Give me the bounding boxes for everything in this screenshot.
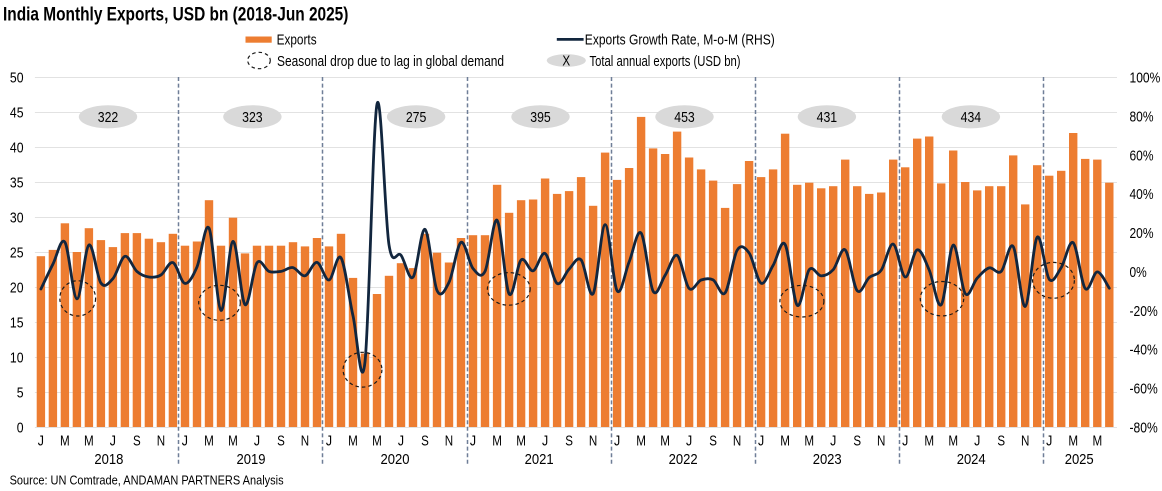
svg-text:M: M <box>348 433 358 450</box>
svg-text:0%: 0% <box>1130 264 1147 281</box>
svg-text:-80%: -80% <box>1130 420 1158 437</box>
svg-text:M: M <box>660 433 670 450</box>
svg-text:2023: 2023 <box>813 451 842 468</box>
svg-text:395: 395 <box>530 109 551 126</box>
svg-text:J: J <box>686 433 692 450</box>
svg-text:20%: 20% <box>1130 225 1154 242</box>
svg-text:M: M <box>1068 433 1078 450</box>
svg-text:Seasonal drop due to lag in gl: Seasonal drop due to lag in global deman… <box>277 53 504 70</box>
svg-text:Exports Growth Rate, M-o-M (RH: Exports Growth Rate, M-o-M (RHS) <box>585 32 775 49</box>
svg-text:M: M <box>492 433 502 450</box>
svg-text:35: 35 <box>10 175 24 192</box>
svg-text:2021: 2021 <box>525 451 554 468</box>
svg-text:2022: 2022 <box>669 451 698 468</box>
svg-text:322: 322 <box>98 109 119 126</box>
svg-text:434: 434 <box>961 109 982 126</box>
svg-text:J: J <box>110 433 116 450</box>
svg-text:Total annual exports (USD bn): Total annual exports (USD bn) <box>590 53 741 70</box>
svg-text:J: J <box>254 433 260 450</box>
svg-text:N: N <box>733 433 741 450</box>
svg-text:M: M <box>636 433 646 450</box>
svg-text:30: 30 <box>10 210 24 227</box>
svg-text:2019: 2019 <box>237 451 266 468</box>
svg-text:M: M <box>948 433 958 450</box>
svg-text:M: M <box>84 433 94 450</box>
svg-text:X: X <box>562 52 570 69</box>
svg-text:M: M <box>780 433 790 450</box>
svg-text:-40%: -40% <box>1130 342 1158 359</box>
svg-text:India Monthly Exports, USD bn: India Monthly Exports, USD bn (2018-Jun … <box>3 4 348 26</box>
svg-text:Source: UN Comtrade, ANDAMAN P: Source: UN Comtrade, ANDAMAN PARTNERS An… <box>10 472 284 487</box>
svg-text:15: 15 <box>10 315 24 332</box>
svg-text:J: J <box>542 433 548 450</box>
svg-text:J: J <box>830 433 836 450</box>
svg-text:M: M <box>924 433 934 450</box>
svg-text:M: M <box>60 433 70 450</box>
svg-text:N: N <box>157 433 165 450</box>
svg-text:S: S <box>277 433 285 450</box>
svg-text:N: N <box>445 433 453 450</box>
svg-text:323: 323 <box>242 109 263 126</box>
svg-text:-60%: -60% <box>1130 381 1158 398</box>
svg-text:N: N <box>877 433 885 450</box>
svg-text:J: J <box>470 433 476 450</box>
svg-text:M: M <box>1092 433 1102 450</box>
svg-text:40: 40 <box>10 140 24 157</box>
svg-text:25: 25 <box>10 245 24 262</box>
svg-text:S: S <box>853 433 861 450</box>
svg-text:10: 10 <box>10 350 24 367</box>
svg-text:J: J <box>974 433 980 450</box>
svg-text:M: M <box>204 433 214 450</box>
svg-text:J: J <box>1046 433 1052 450</box>
svg-text:S: S <box>709 433 717 450</box>
svg-text:N: N <box>301 433 309 450</box>
svg-text:M: M <box>372 433 382 450</box>
svg-text:2020: 2020 <box>381 451 410 468</box>
svg-text:J: J <box>398 433 404 450</box>
svg-text:80%: 80% <box>1130 108 1154 125</box>
svg-text:J: J <box>326 433 332 450</box>
svg-text:60%: 60% <box>1130 147 1154 164</box>
svg-text:J: J <box>758 433 764 450</box>
svg-text:M: M <box>804 433 814 450</box>
svg-text:2018: 2018 <box>94 451 123 468</box>
svg-text:S: S <box>133 433 141 450</box>
svg-text:J: J <box>902 433 908 450</box>
svg-text:0: 0 <box>17 420 24 437</box>
svg-text:S: S <box>565 433 573 450</box>
svg-text:45: 45 <box>10 105 24 122</box>
svg-text:2025: 2025 <box>1065 451 1094 468</box>
svg-text:N: N <box>589 433 597 450</box>
svg-text:J: J <box>182 433 188 450</box>
svg-text:453: 453 <box>674 109 695 126</box>
svg-text:N: N <box>1021 433 1029 450</box>
svg-text:100%: 100% <box>1130 70 1161 87</box>
svg-text:20: 20 <box>10 280 24 297</box>
svg-text:M: M <box>228 433 238 450</box>
svg-text:2024: 2024 <box>957 451 986 468</box>
svg-text:275: 275 <box>406 109 427 126</box>
svg-text:40%: 40% <box>1130 186 1154 203</box>
svg-text:S: S <box>997 433 1005 450</box>
svg-text:Exports: Exports <box>277 32 317 49</box>
svg-text:-20%: -20% <box>1130 303 1158 320</box>
svg-text:S: S <box>421 433 429 450</box>
svg-text:431: 431 <box>817 109 838 126</box>
svg-text:J: J <box>38 433 44 450</box>
svg-text:50: 50 <box>10 70 24 87</box>
svg-text:J: J <box>614 433 620 450</box>
svg-text:5: 5 <box>17 385 24 402</box>
svg-text:M: M <box>516 433 526 450</box>
